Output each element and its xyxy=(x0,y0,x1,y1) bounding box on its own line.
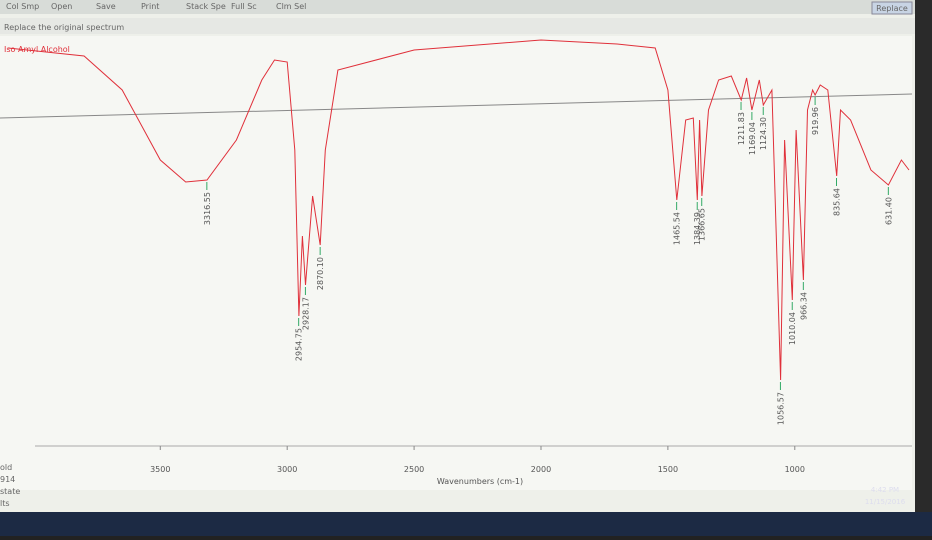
toolbar-button[interactable]: Print xyxy=(141,2,159,11)
side-label: state xyxy=(0,487,20,496)
toolbar-button[interactable]: Stack Spe xyxy=(186,2,226,11)
peak-label: 835.64 xyxy=(833,188,842,216)
peak-label: 1124.30 xyxy=(759,117,768,150)
peak-label: 1056.57 xyxy=(776,392,785,425)
replace-button[interactable] xyxy=(871,1,913,15)
peak-label: 1211.83 xyxy=(737,112,746,145)
chart-title: Iso Amyl Alcohol xyxy=(4,45,70,54)
x-tick-label: 1500 xyxy=(658,465,678,474)
x-tick-label: 2000 xyxy=(531,465,551,474)
x-tick-label: 3500 xyxy=(150,465,170,474)
side-label: lts xyxy=(0,499,10,508)
date: 11/15/2016 xyxy=(865,498,906,506)
toolbar-button[interactable]: Full Sc xyxy=(231,2,257,11)
toolbar-button[interactable]: Clm Sel xyxy=(276,2,306,11)
plot-area xyxy=(0,36,912,490)
peak-label: 1366.65 xyxy=(698,208,707,241)
reference-line xyxy=(0,93,913,119)
peak-label: 2928.17 xyxy=(301,297,310,330)
x-tick-label: 1000 xyxy=(785,465,805,474)
replace-label[interactable]: Replace xyxy=(876,4,908,13)
peak-label: 919.96 xyxy=(811,107,820,135)
side-label: old xyxy=(0,463,12,472)
x-tick-label: 2500 xyxy=(404,465,424,474)
toolbar-button[interactable]: Save xyxy=(96,2,116,11)
taskbar xyxy=(0,512,932,536)
peak-label: 1169.04 xyxy=(748,122,757,155)
status-text: Replace the original spectrum xyxy=(4,23,124,32)
peak-label: 3316.55 xyxy=(203,192,212,225)
peak-label: 631.40 xyxy=(884,197,893,225)
toolbar xyxy=(0,0,915,14)
peak-label: 2954.75 xyxy=(295,328,304,361)
toolbar-button[interactable]: Col Smp xyxy=(6,2,39,11)
clock: 4:42 PM xyxy=(871,486,899,494)
peak-label: 1384.39 xyxy=(693,212,702,245)
peak-label: 2870.10 xyxy=(316,257,325,290)
peak-label: 1465.54 xyxy=(673,212,682,245)
status-bar xyxy=(0,18,915,34)
x-tick-label: 3000 xyxy=(277,465,297,474)
peak-label: 1010.04 xyxy=(788,312,797,345)
spectrum-line xyxy=(7,39,910,381)
toolbar-button[interactable]: Open xyxy=(51,2,72,11)
side-label: 914 xyxy=(0,475,15,484)
x-axis-label: Wavenumbers (cm-1) xyxy=(437,477,523,486)
bezel xyxy=(915,0,932,512)
peak-label: 966.34 xyxy=(799,292,808,320)
